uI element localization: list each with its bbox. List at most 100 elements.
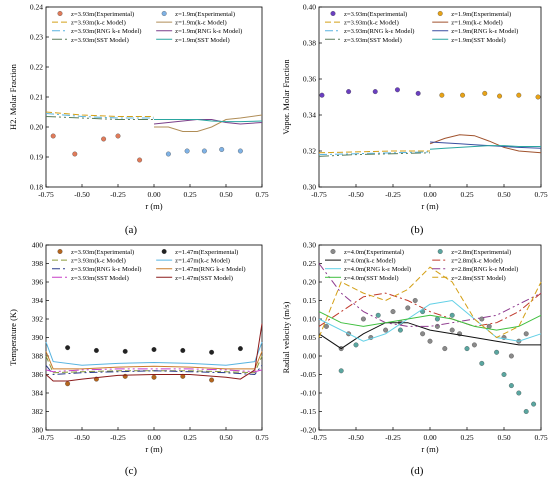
x-tick-label: -0.75 [311, 190, 327, 199]
series-line [429, 145, 541, 150]
y-tick-label: 0.21 [30, 93, 43, 102]
legend-swatch [437, 249, 443, 254]
x-tick-label: 0.25 [460, 433, 473, 442]
legend-label: z=3.93m(RNG k-ε Model) [344, 28, 414, 35]
data-point [482, 90, 488, 96]
series-line [45, 111, 154, 117]
x-tick-label: -0.50 [74, 190, 90, 199]
y-tick-label: 390 [32, 333, 44, 342]
data-point [209, 377, 215, 383]
data-point [471, 342, 477, 348]
data-point [523, 331, 529, 337]
x-tick-label: 0.25 [183, 433, 196, 442]
y-axis-title: Radial velocity (m/s) [281, 301, 291, 373]
y-tick-label: 0.15 [303, 296, 316, 305]
legend-label: z=3.93m(Experimental) [71, 11, 134, 18]
y-tick-label: 0.25 [303, 259, 316, 268]
legend-label: z=3.93m(k-ε Model) [71, 258, 126, 265]
y-tick-label: 0.19 [30, 153, 43, 162]
legend-label: z=1.9m(Experimental) [451, 11, 511, 18]
y-tick-label: 0.40 [303, 3, 316, 12]
x-tick-label: -0.50 [348, 433, 364, 442]
legend-label: z=3.93m(Experimental) [344, 11, 407, 18]
series-line [154, 114, 263, 132]
legend-label: z=3.93m(RNG k-ε Model) [71, 28, 141, 35]
y-tick-label: 386 [32, 370, 44, 379]
series-line [318, 311, 542, 331]
legend-label: z=3.93m(k-ε Model) [344, 20, 399, 27]
x-tick-label: 0.50 [219, 433, 232, 442]
data-point [122, 348, 128, 354]
data-point [405, 305, 411, 311]
y-tick-label: 384 [32, 389, 44, 398]
y-tick-label: 0.18 [30, 183, 43, 192]
y-tick-label: 0.24 [30, 3, 43, 12]
legend-label: z=1.9m(k-ε Model) [451, 20, 503, 27]
x-tick-label: 0.75 [534, 433, 547, 442]
series-line [318, 151, 431, 156]
legend-swatch [330, 249, 336, 254]
series-line [45, 323, 263, 382]
legend-label: z=1.47m(k-ε Model) [175, 258, 230, 265]
data-point [397, 327, 403, 333]
y-tick-label: 0.20 [30, 123, 43, 132]
data-point [72, 151, 78, 157]
legend-swatch [161, 11, 167, 16]
x-tick-label: -0.75 [311, 433, 327, 442]
data-point [464, 346, 470, 352]
y-axis-title: Vapor. Molar Fraction [281, 59, 291, 135]
plot-area [318, 6, 542, 188]
legend-swatch [57, 11, 63, 16]
x-tick-label: -0.25 [385, 190, 401, 199]
data-point [346, 89, 352, 95]
data-point [434, 316, 440, 322]
data-point [412, 298, 418, 303]
data-point [209, 349, 215, 355]
series-line [45, 116, 154, 120]
legend-label: z=4.0m(Experimental) [344, 249, 404, 256]
data-point [523, 409, 529, 414]
data-point [442, 346, 448, 352]
legend-label: z=1.47m(SST Model) [175, 275, 233, 282]
panel-label: (a) [125, 224, 138, 236]
series-line [318, 263, 542, 327]
y-tick-label: 394 [32, 296, 44, 305]
y-tick-label: 0.36 [303, 75, 316, 84]
series-line [318, 266, 542, 339]
series-line [45, 341, 263, 366]
x-axis-title: r (m) [145, 444, 162, 454]
legend-label: z=2.8m(k-ε Model) [451, 258, 503, 265]
data-point [219, 147, 225, 152]
data-point [323, 323, 329, 329]
chart-panel-c: (c) r (m) Temperature (K) -0.75 -0.50 -0.2… [8, 241, 269, 478]
data-point [508, 383, 514, 389]
legend-swatch [57, 249, 63, 254]
y-tick-label: 0.23 [30, 33, 43, 42]
chart-panel-b: (b) r (m) Vapor. Molar Fraction -0.75 -0.… [281, 3, 548, 237]
data-point [372, 89, 378, 95]
series-line [318, 150, 430, 154]
legend-label: z=1.9m(k-ε Model) [175, 20, 227, 27]
plot-area [45, 6, 263, 188]
legend-label: z=1.9m(SST Model) [175, 37, 230, 44]
legend-label: z=4.0m(RNG k-ε Model) [344, 266, 411, 273]
y-tick-label: 0.32 [303, 147, 316, 156]
series-line [318, 292, 542, 327]
data-point [319, 92, 325, 98]
x-axis-title: r (m) [421, 444, 438, 454]
data-point [427, 338, 433, 344]
data-point [65, 381, 71, 387]
data-point [115, 133, 121, 139]
x-axis-title: r (m) [421, 201, 438, 211]
x-tick-label: -0.25 [110, 190, 126, 199]
data-point [390, 309, 396, 315]
data-point [237, 148, 243, 154]
data-point [516, 92, 522, 98]
x-tick-label: -0.50 [74, 433, 90, 442]
series-line [154, 119, 263, 123]
x-tick-label: 0.50 [219, 190, 232, 199]
data-point [165, 151, 171, 157]
y-tick-label: 388 [32, 352, 44, 361]
data-point [531, 401, 537, 407]
series-line [45, 351, 263, 370]
